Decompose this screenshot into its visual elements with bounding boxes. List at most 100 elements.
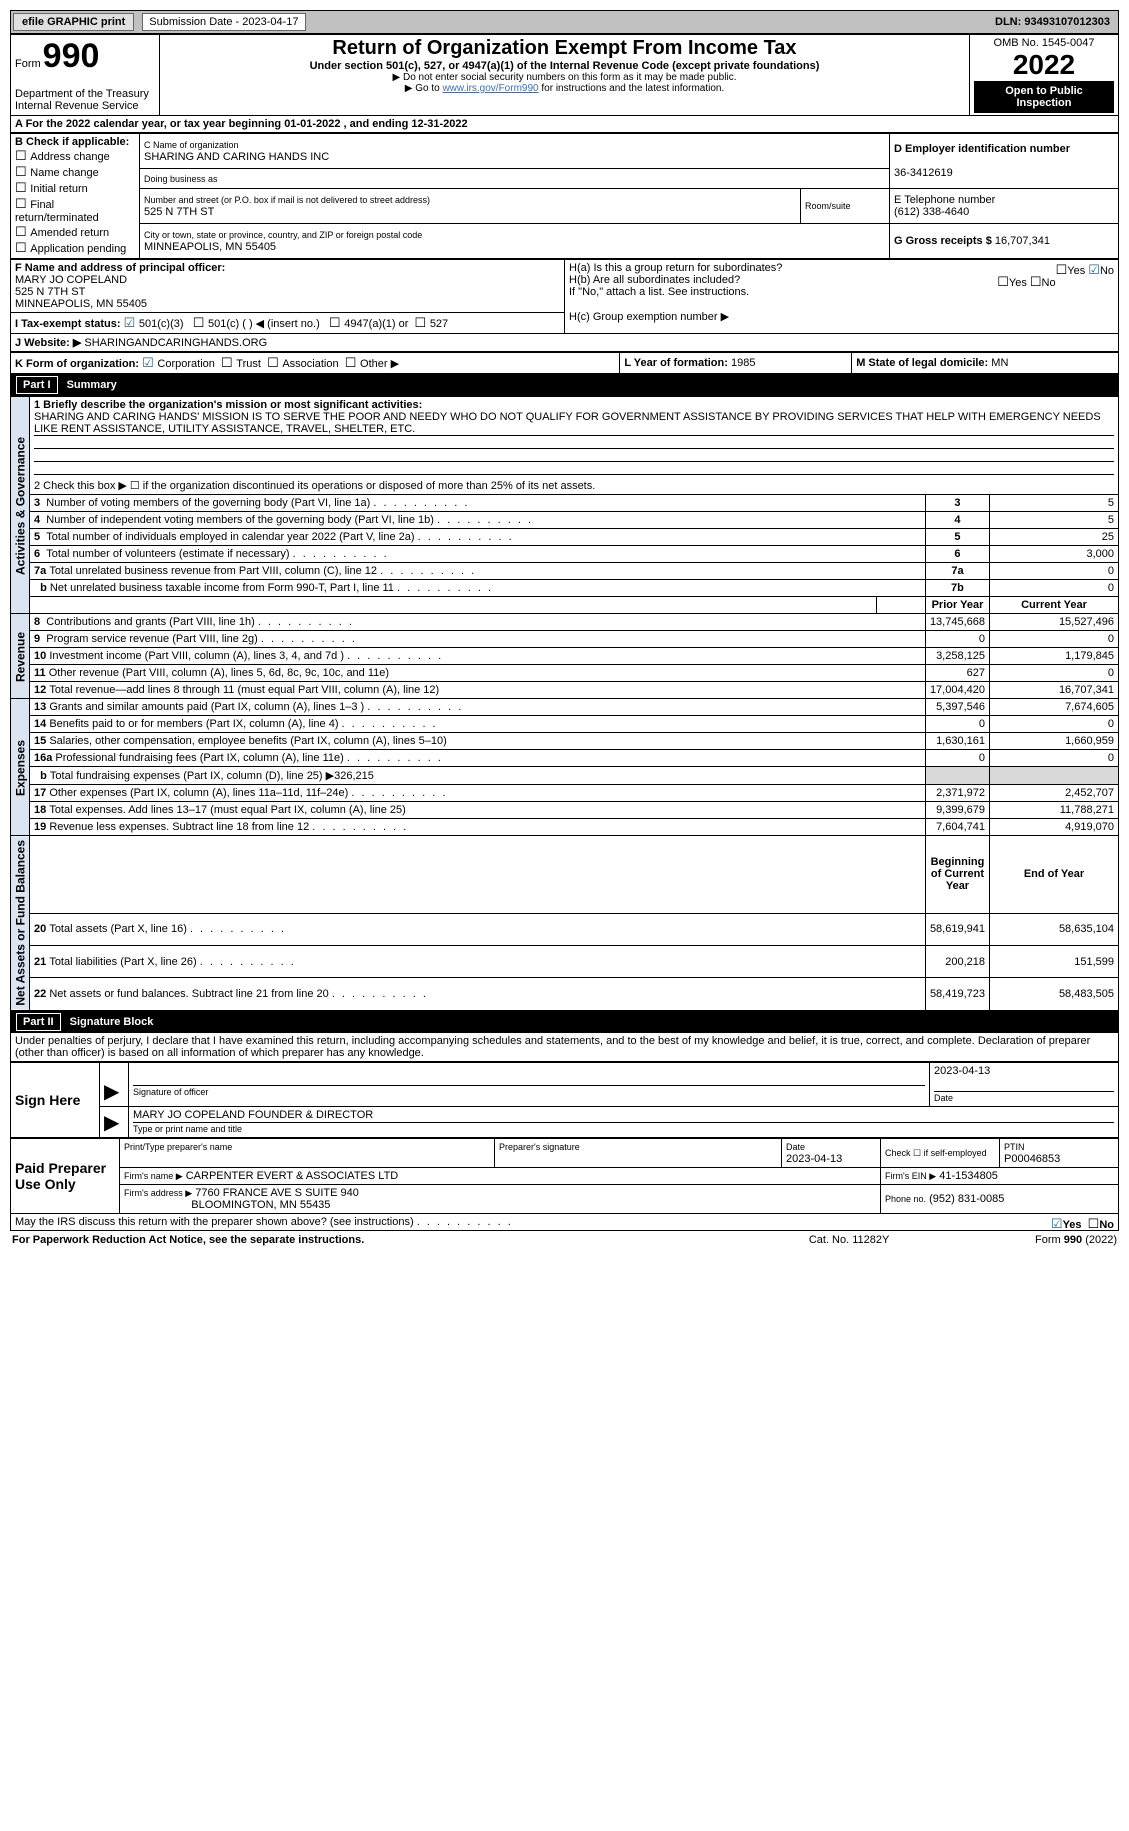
irs-link[interactable]: www.irs.gov/Form990: [442, 83, 538, 94]
e-phone-label: E Telephone number: [894, 194, 995, 206]
dept-treasury: Department of the Treasury: [15, 88, 149, 100]
b-label: B Check if applicable:: [15, 136, 129, 148]
l-year-label: L Year of formation:: [624, 357, 728, 369]
gross-receipts-value: 16,707,341: [995, 235, 1050, 247]
street-address: 525 N 7TH ST: [144, 206, 214, 218]
part2-bar: Part II Signature Block: [10, 1011, 1119, 1033]
state-domicile: MN: [991, 357, 1008, 369]
j-website-label: J Website: ▶: [15, 337, 81, 349]
d-ein-label: D Employer identification number: [894, 143, 1070, 155]
officer-type-label: Type or print name and title: [133, 1124, 242, 1134]
firm-name: CARPENTER EVERT & ASSOCIATES LTD: [186, 1170, 399, 1182]
form-footer: Form 990 (2022): [938, 1232, 1119, 1248]
ein-value: 36-3412619: [894, 167, 953, 179]
officer-city: MINNEAPOLIS, MN 55405: [15, 298, 147, 310]
officer-name: MARY JO COPELAND: [15, 274, 127, 286]
self-employed-check[interactable]: Check ☐ if self-employed: [885, 1148, 987, 1158]
form-number: 990: [43, 37, 100, 75]
g-gross-label: G Gross receipts $: [894, 235, 992, 247]
dba-label: Doing business as: [144, 174, 218, 184]
hb-note: If "No," attach a list. See instructions…: [569, 286, 749, 298]
city-label: City or town, state or province, country…: [144, 230, 422, 240]
hc-label: H(c) Group exemption number ▶: [569, 311, 729, 323]
part1-bar: Part I Summary: [10, 374, 1119, 396]
check-association[interactable]: ☐: [267, 355, 282, 370]
ha-yes[interactable]: ☐: [1056, 262, 1068, 277]
c-name-label: C Name of organization: [144, 140, 239, 150]
top-toolbar: efile GRAPHIC print Submission Date - 20…: [10, 10, 1119, 34]
check-application-pending[interactable]: ☐: [15, 240, 30, 255]
paid-preparer-block: Paid Preparer Use Only Print/Type prepar…: [10, 1138, 1119, 1214]
k-label: K Form of organization:: [15, 358, 139, 370]
side-net-assets: Net Assets or Fund Balances: [11, 836, 30, 1011]
sig-officer-label: Signature of officer: [133, 1087, 208, 1097]
open-to-public: Open to Public Inspection: [974, 81, 1114, 113]
form-title: Return of Organization Exempt From Incom…: [164, 37, 965, 60]
goto-instructions: ▶ Go to www.irs.gov/Form990 for instruct…: [164, 83, 965, 94]
firm-address-1: 7760 FRANCE AVE S SUITE 940: [195, 1187, 359, 1199]
side-revenue: Revenue: [11, 614, 30, 699]
perjury-statement: Under penalties of perjury, I declare th…: [10, 1033, 1119, 1062]
row-header-years: Prior YearCurrent Year: [11, 597, 1119, 614]
check-501c3[interactable]: ☑: [124, 315, 139, 330]
ssn-warning: ▶ Do not enter social security numbers o…: [164, 72, 965, 83]
pra-notice: For Paperwork Reduction Act Notice, see …: [12, 1234, 364, 1246]
part1-tab: Part I: [16, 376, 58, 394]
row-4: 4 Number of independent voting members o…: [11, 512, 1119, 529]
room-suite-label: Room/suite: [805, 201, 851, 211]
irs-label: Internal Revenue Service: [15, 100, 139, 112]
side-activities-governance: Activities & Governance: [11, 397, 30, 614]
klm-block: K Form of organization: ☑ Corporation ☐ …: [10, 352, 1119, 374]
part2-title: Signature Block: [70, 1016, 154, 1028]
check-initial-return[interactable]: ☐: [15, 180, 30, 195]
mission-text: SHARING AND CARING HANDS' MISSION IS TO …: [34, 411, 1114, 436]
addr-label: Number and street (or P.O. box if mail i…: [144, 195, 430, 205]
paid-preparer-label: Paid Preparer Use Only: [11, 1138, 120, 1213]
submission-date: Submission Date - 2023-04-17: [142, 13, 305, 31]
sig-date: 2023-04-13: [934, 1065, 990, 1077]
sign-here-label: Sign Here: [11, 1062, 100, 1137]
check-name-change[interactable]: ☐: [15, 164, 30, 179]
may-irs-discuss: May the IRS discuss this return with the…: [15, 1216, 414, 1228]
officer-group-block: F Name and address of principal officer:…: [10, 259, 1119, 334]
check-4947[interactable]: ☐: [329, 315, 344, 330]
check-amended-return[interactable]: ☐: [15, 224, 30, 239]
officer-addr: 525 N 7TH ST: [15, 286, 85, 298]
tax-year: 2022: [974, 49, 1114, 81]
org-name: SHARING AND CARING HANDS INC: [144, 151, 329, 163]
discuss-yes[interactable]: ☑: [1051, 1216, 1063, 1231]
check-527[interactable]: ☐: [415, 315, 430, 330]
form-word: Form: [15, 58, 41, 70]
ha-no[interactable]: ☑: [1088, 262, 1100, 277]
dln-number: DLN: 93493107012303: [995, 16, 1116, 28]
check-501c[interactable]: ☐: [193, 315, 208, 330]
line-a-tax-year: A For the 2022 calendar year, or tax yea…: [10, 116, 1119, 133]
row-5: 5 Total number of individuals employed i…: [11, 529, 1119, 546]
part2-tab: Part II: [16, 1013, 61, 1031]
page-footer: For Paperwork Reduction Act Notice, see …: [10, 1232, 1119, 1248]
row-7a: 7a Total unrelated business revenue from…: [11, 563, 1119, 580]
omb-number: OMB No. 1545-0047: [974, 37, 1114, 49]
side-expenses: Expenses: [11, 699, 30, 836]
discuss-no[interactable]: ☐: [1088, 1216, 1100, 1231]
row-6: 6 Total number of volunteers (estimate i…: [11, 546, 1119, 563]
hb-yes[interactable]: ☐: [997, 274, 1009, 289]
website-value: SHARINGANDCARINGHANDS.ORG: [84, 337, 267, 349]
cat-number: Cat. No. 11282Y: [760, 1232, 938, 1248]
check-corporation[interactable]: ☑: [142, 355, 157, 370]
officer-name-title: MARY JO COPELAND FOUNDER & DIRECTOR: [133, 1109, 373, 1121]
city-value: MINNEAPOLIS, MN 55405: [144, 241, 276, 253]
firm-address-2: BLOOMINGTON, MN 55435: [191, 1199, 330, 1211]
firm-phone: (952) 831-0085: [929, 1193, 1004, 1205]
check-final-return[interactable]: ☐: [15, 196, 30, 211]
row-3: 3 Number of voting members of the govern…: [11, 495, 1119, 512]
hb-no[interactable]: ☐: [1030, 274, 1042, 289]
hb-label: H(b) Are all subordinates included?: [569, 274, 740, 286]
check-trust[interactable]: ☐: [221, 355, 236, 370]
form-subtitle: Under section 501(c), 527, or 4947(a)(1)…: [164, 60, 965, 72]
check-address-change[interactable]: ☐: [15, 148, 30, 163]
row-7b: b Net unrelated business taxable income …: [11, 580, 1119, 597]
ha-label: H(a) Is this a group return for subordin…: [569, 262, 782, 274]
check-other[interactable]: ☐: [345, 355, 360, 370]
efile-print-button[interactable]: efile GRAPHIC print: [13, 13, 134, 31]
